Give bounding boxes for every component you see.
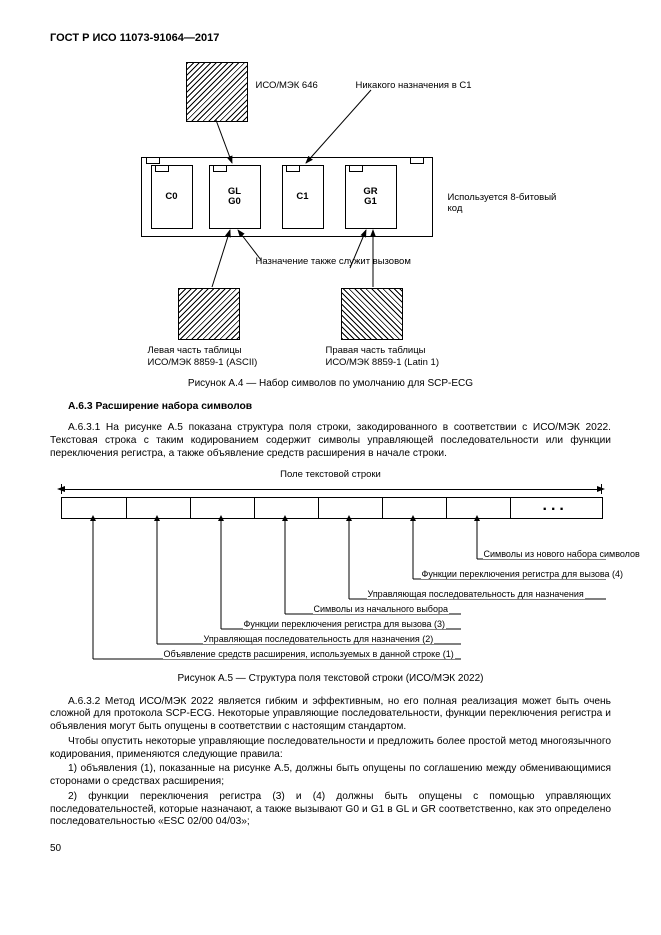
field-row [61, 497, 603, 519]
para-r1: 1) объявления (1), показанные на рисунке… [50, 763, 611, 789]
co-5: Функции переключения регистра для вызова… [243, 619, 447, 629]
label-noc1: Никакого назначения в С1 [356, 80, 472, 91]
co-1: Символы из нового набора символов [483, 549, 641, 559]
figure-a4: ИСО/МЭК 646 Никакого назначения в С1 C0 … [96, 62, 566, 372]
cell-g0-label: G0 [228, 197, 241, 207]
cell-g1-label: G1 [364, 197, 377, 207]
bottom-left-box [178, 288, 240, 340]
sec-a63-head: А.6.3 Расширение набора символов [50, 401, 611, 412]
fig-a4-caption: Рисунок А.4 — Набор символов по умолчани… [50, 378, 611, 389]
para-r2: 2) функции переключения регистра (3) и (… [50, 791, 611, 829]
para-rule: Чтобы опустить некоторые управляющие пос… [50, 736, 611, 762]
cell-c0: C0 [151, 165, 193, 229]
figure-a5: Поле текстовой строки ... [51, 469, 611, 669]
co-6: Управляющая последовательность для назна… [203, 634, 435, 644]
co-4: Символы из начального выбора [313, 604, 449, 614]
label-8bit: Используется 8-битовый код [448, 192, 566, 214]
page-number: 50 [50, 843, 611, 854]
cell-gl: GL G0 [209, 165, 261, 229]
top-source-box [186, 62, 248, 122]
cell-c0-label: C0 [165, 192, 177, 202]
para-a631: А.6.3.1 На рисунке А.5 показана структур… [50, 422, 611, 460]
cell-c1-label: C1 [296, 192, 308, 202]
bottom-right-box [341, 288, 403, 340]
co-7: Объявление средств расширения, используе… [163, 649, 455, 659]
label-br1: Правая часть таблицы [326, 345, 426, 356]
co-2: Функции переключения регистра для вызова… [421, 569, 625, 579]
fig-a5-caption: Рисунок А.5 — Структура поля текстовой с… [50, 673, 611, 684]
para-a632: А.6.3.2 Метод ИСО/МЭК 2022 является гибк… [50, 696, 611, 734]
span-label: Поле текстовой строки [251, 469, 411, 480]
label-bl2: ИСО/МЭК 8859-1 (ASCII) [148, 357, 258, 368]
doc-header: ГОСТ Р ИСО 11073-91064—2017 [50, 32, 611, 44]
cell-c1: C1 [282, 165, 324, 229]
co-3: Управляющая последовательность для назна… [367, 589, 585, 599]
label-bl1: Левая часть таблицы [148, 345, 242, 356]
cell-gr: GR G1 [345, 165, 397, 229]
label-br2: ИСО/МЭК 8859-1 (Latin 1) [326, 357, 440, 368]
ellipsis: ... [543, 497, 568, 515]
label-iso646: ИСО/МЭК 646 [256, 80, 318, 91]
label-assign: Назначение также служит вызовом [256, 256, 411, 267]
